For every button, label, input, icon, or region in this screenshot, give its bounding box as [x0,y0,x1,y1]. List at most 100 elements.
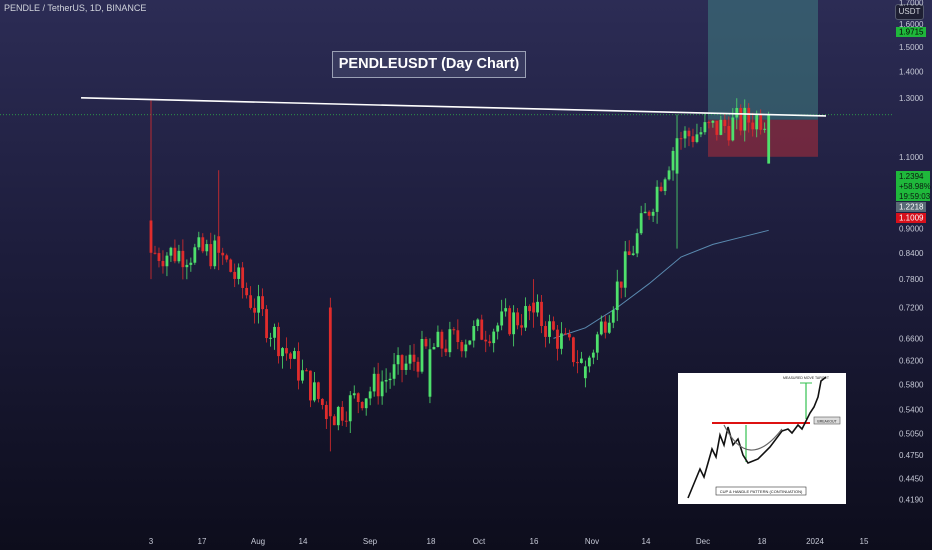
candle [312,372,316,403]
candle-body [655,186,659,212]
candle-body [153,252,157,254]
candle [504,298,508,317]
candle-body [412,354,416,362]
currency-button[interactable]: USDT [895,4,924,20]
candle [348,391,352,433]
candle [177,244,181,264]
candle [607,315,611,334]
candle-body [392,364,396,379]
candle [269,332,272,347]
candle [285,337,288,361]
candle-body [225,255,229,260]
candle-body [595,334,599,353]
candle [520,314,524,336]
candle [767,111,771,164]
time-tick: 18 [427,537,436,546]
breakout-label: BREAKOUT [817,420,837,424]
candle [328,297,332,452]
candle-body [651,211,655,216]
candle [675,114,679,249]
candle-body [436,331,440,348]
candle [544,321,547,348]
candle-body [747,107,751,123]
candle [727,116,731,146]
candle [237,263,241,285]
ma-path [553,229,769,339]
candle-body [715,120,719,135]
candle-body [432,347,436,350]
candle-body [488,341,492,344]
candle [356,392,360,414]
pattern-path [687,376,827,499]
candle [484,330,488,353]
candle-body [579,358,583,363]
candle-body [492,331,496,344]
candle-body [376,373,380,397]
candle [603,315,607,339]
time-tick: 17 [198,537,207,546]
candle [213,234,217,270]
candle [512,305,516,347]
time-tick: 3 [149,537,154,546]
candle-body [548,321,551,337]
target-price-label-bg [896,27,926,37]
candle-body [520,325,524,328]
candle [691,128,695,148]
candle [173,239,177,264]
candle [639,205,643,236]
candle [703,113,707,135]
candle [763,122,767,133]
candle [261,288,264,317]
price-tick: 1.7000 [899,0,924,8]
candle-body [273,326,276,338]
candle [583,360,587,388]
candle [552,316,555,331]
candle-body [221,252,225,256]
candle [281,346,284,369]
price-tick: 1.6000 [899,20,924,29]
candle [719,115,723,136]
candle-body [591,352,595,358]
candle [197,231,201,251]
candle-body [281,348,284,357]
candle-body [480,319,484,340]
candle [516,308,520,330]
price-tick: 0.6200 [899,357,924,366]
candle [548,314,551,344]
candle-body [611,310,615,323]
candle [456,319,460,350]
candle [444,339,448,356]
candle-body [380,381,384,397]
candle [277,322,280,364]
candle-body [707,122,711,124]
candle-body [400,355,404,370]
candle [181,239,185,280]
candle [464,339,468,358]
candle [707,120,711,129]
candle-body [213,240,217,267]
candle-body [229,259,233,272]
candle [432,343,436,350]
candle [368,386,372,406]
candle [408,345,412,370]
candle [324,401,328,429]
handle-price-label-bg [896,202,926,212]
candle-body [173,247,177,262]
price-tick: 0.4750 [899,451,924,460]
candle [157,247,161,268]
candle [659,182,663,193]
price-labels: 1.9715 1.2394+58.98%19:59:03 1.2218 1.1009 [896,27,931,223]
candle [301,359,304,384]
candle-body [420,339,424,372]
target-price-label: 1.9715 [899,28,924,37]
candle [336,405,340,431]
caption-box [715,486,807,496]
candle [253,298,257,324]
candle-body [324,404,328,420]
candle [400,354,404,383]
candle [556,325,559,361]
candle [651,208,655,223]
price-tick: 0.8400 [899,249,924,258]
resistance-line [81,96,827,117]
